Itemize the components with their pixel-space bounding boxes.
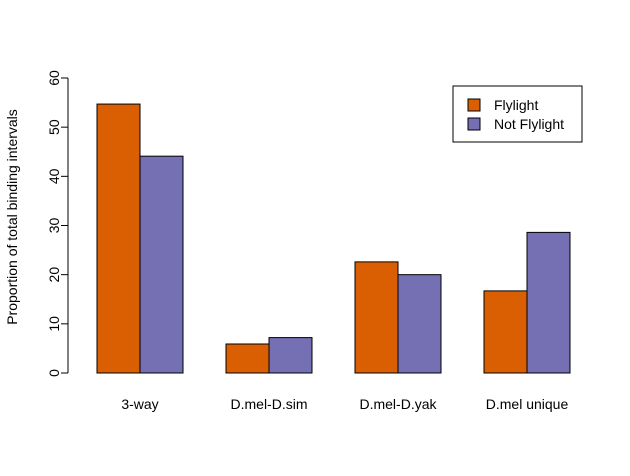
x-tick-label: 3-way: [121, 396, 158, 412]
bar-not-flylight: [268, 337, 313, 374]
bar-flylight: [483, 290, 528, 374]
bar-not-flylight: [139, 155, 184, 374]
legend-box: [452, 85, 583, 143]
x-tick-label: D.mel unique: [486, 396, 569, 412]
bar-not-flylight: [526, 231, 571, 374]
x-tick-labels: 3-way D.mel-D.sim D.mel-D.yak D.mel unique: [121, 396, 568, 412]
bar-flylight: [354, 261, 399, 374]
bar-flylight: [96, 103, 141, 374]
x-tick-label: D.mel-D.sim: [231, 396, 308, 412]
y-tick-label: 0: [46, 369, 62, 377]
legend: Flylight Not Flylight: [452, 85, 583, 143]
y-axis-label: Proportion of total binding intervals: [4, 109, 20, 325]
legend-swatch: [467, 98, 481, 112]
y-tick-label: 20: [46, 267, 62, 283]
legend-label: Flylight: [494, 97, 538, 113]
bars: [96, 103, 571, 374]
legend-label: Not Flylight: [494, 116, 564, 132]
y-tick-label: 60: [46, 70, 62, 86]
y-axis: 0 10 20 30 40 50 60: [46, 70, 69, 377]
legend-swatch: [467, 117, 481, 131]
bar-flylight: [225, 343, 270, 374]
y-tick-label: 10: [46, 316, 62, 332]
y-tick-label: 40: [46, 168, 62, 184]
y-tick-label: 30: [46, 218, 62, 234]
x-tick-label: D.mel-D.yak: [359, 396, 437, 412]
bar-not-flylight: [397, 274, 442, 374]
y-tick-label: 50: [46, 119, 62, 135]
